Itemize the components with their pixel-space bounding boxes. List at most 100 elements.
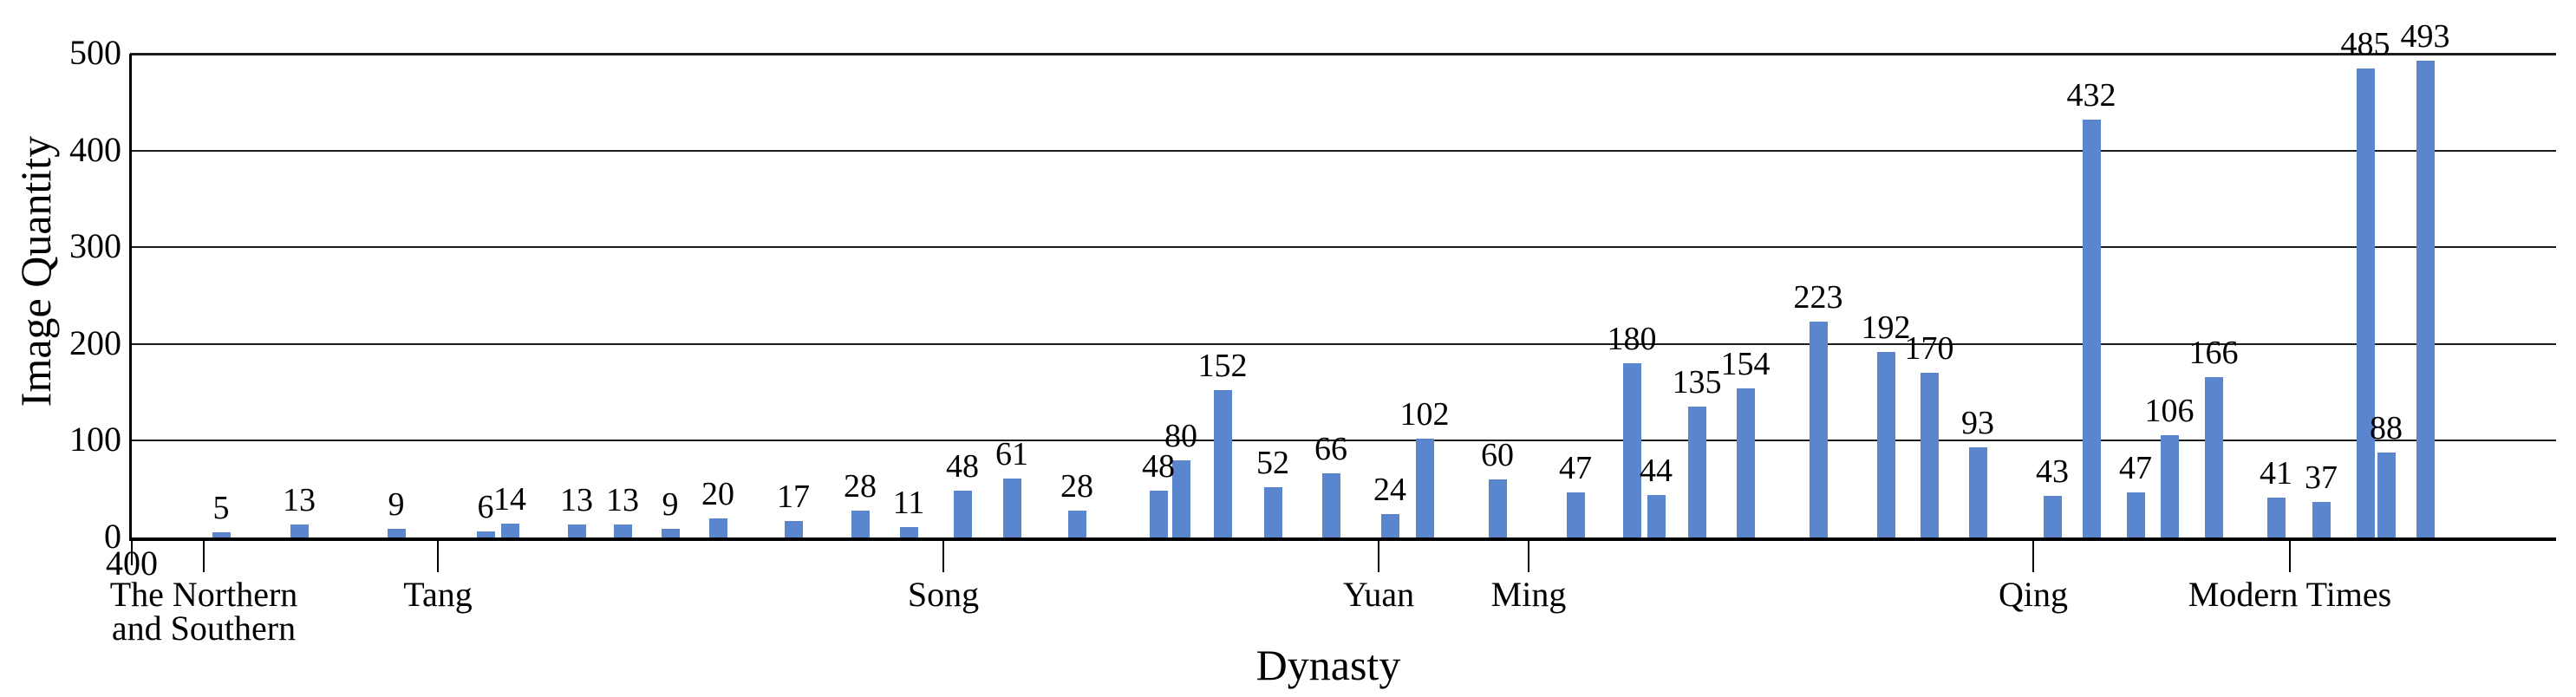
bar-39 <box>2356 68 2375 537</box>
bar-value-label-33: 432 <box>2066 77 2116 114</box>
bar-value-label-12: 48 <box>946 448 979 485</box>
bar-value-label-18: 52 <box>1256 445 1289 481</box>
bar-12 <box>953 491 972 537</box>
y-tick-label-0: 0 <box>104 517 121 556</box>
bar-19 <box>1321 473 1340 537</box>
x-tick-label-line: Ming <box>1490 575 1567 614</box>
bar-value-label-8: 20 <box>701 476 734 512</box>
bar-value-label-36: 166 <box>2188 335 2239 371</box>
bar-value-label-41: 493 <box>2400 18 2450 55</box>
bar-value-label-27: 154 <box>1720 346 1771 382</box>
bar-2 <box>387 529 406 537</box>
x-tick-label-line: The Northern <box>109 575 298 614</box>
bar-35 <box>2160 435 2179 537</box>
bar-value-label-35: 106 <box>2144 393 2194 429</box>
bar-37 <box>2266 498 2286 537</box>
x-tick-mark-0 <box>203 541 205 572</box>
bar-20 <box>1380 514 1399 537</box>
bar-41 <box>2416 61 2435 537</box>
bar-9 <box>784 521 803 537</box>
bar-value-label-26: 135 <box>1672 364 1722 401</box>
x-tick-mark-5 <box>2032 541 2034 572</box>
bar-value-label-16: 80 <box>1164 418 1197 454</box>
bar-value-label-11: 11 <box>892 485 925 521</box>
bar-6 <box>613 524 632 537</box>
bar-31 <box>1968 447 1987 537</box>
bar-22 <box>1488 479 1507 537</box>
bar-value-label-5: 13 <box>560 482 593 518</box>
y-tick-label-300: 300 <box>69 226 121 265</box>
bar-value-label-37: 41 <box>2260 455 2292 492</box>
bar-value-label-28: 223 <box>1793 279 1843 316</box>
bar-value-label-13: 61 <box>995 436 1028 472</box>
bar-18 <box>1263 487 1282 537</box>
bar-17 <box>1213 390 1232 537</box>
x-tick-label-line: Modern Times <box>2188 575 2392 614</box>
bar-value-label-19: 66 <box>1314 431 1347 467</box>
bar-value-label-0: 5 <box>212 490 230 526</box>
bar-0 <box>212 532 231 537</box>
bar-value-label-14: 28 <box>1060 468 1093 505</box>
bar-16 <box>1171 460 1190 537</box>
bar-10 <box>851 511 870 537</box>
bar-33 <box>2082 120 2101 537</box>
x-tick-mark-6 <box>2289 541 2291 572</box>
bar-value-label-2: 9 <box>388 486 405 523</box>
bar-38 <box>2312 502 2331 537</box>
x-tick-label-modern-times: Modern Times <box>2108 575 2472 614</box>
bar-30 <box>1920 373 1939 537</box>
y-axis-line <box>129 54 132 541</box>
y-tick-label-500: 500 <box>69 33 121 72</box>
bar-value-label-31: 93 <box>1961 405 1994 441</box>
x-tick-label-song: Song <box>761 575 1125 614</box>
bar-value-label-24: 180 <box>1607 321 1657 357</box>
bar-value-label-1: 13 <box>283 482 316 518</box>
bar-23 <box>1566 492 1585 537</box>
y-tick-label-100: 100 <box>69 420 121 459</box>
bar-value-label-4: 14 <box>493 481 526 518</box>
bar-value-label-6: 13 <box>606 482 639 518</box>
bar-36 <box>2204 377 2223 537</box>
bar-value-label-29: 192 <box>1861 309 1911 346</box>
bar-value-label-17: 152 <box>1197 348 1248 384</box>
x-tick-label-line: Tang <box>403 575 473 614</box>
bar-29 <box>1876 352 1895 537</box>
bar-value-label-39: 485 <box>2340 26 2390 62</box>
x-tick-label-the-northern-and-southern: The Northern and Southern <box>22 575 386 648</box>
x-tick-label-line: and Southern <box>111 609 297 648</box>
x-tick-label-yuan: Yuan <box>1197 575 1561 614</box>
bar-value-label-9: 17 <box>777 479 810 515</box>
bar-value-label-15: 48 <box>1142 448 1175 485</box>
bar-value-label-3: 6 <box>477 489 494 525</box>
bar-value-label-7: 9 <box>662 486 679 523</box>
bar-value-label-10: 28 <box>844 468 877 505</box>
bar-11 <box>899 527 918 537</box>
x-tick-label-line: Qing <box>1999 575 2068 614</box>
bar-value-label-20: 24 <box>1373 472 1406 508</box>
bar-1 <box>290 524 309 537</box>
x-tick-label-line: Yuan <box>1342 575 1415 614</box>
gridline-y-400 <box>130 149 2556 153</box>
bar-value-label-40: 88 <box>2370 410 2403 446</box>
bar-13 <box>1002 479 1021 537</box>
bar-15 <box>1149 491 1168 537</box>
bar-40 <box>2377 453 2396 537</box>
bar-34 <box>2126 492 2145 537</box>
bar-8 <box>708 518 727 537</box>
gridline-y-300 <box>130 246 2556 248</box>
bar-21 <box>1415 439 1434 537</box>
gridline-y-500 <box>130 52 2556 55</box>
bar-value-label-30: 170 <box>1904 330 1954 367</box>
bar-value-label-21: 102 <box>1399 396 1450 433</box>
bar-value-label-22: 60 <box>1481 437 1514 473</box>
bar-value-label-38: 37 <box>2305 459 2338 496</box>
x-tick-label-qing: Qing <box>1851 575 2215 614</box>
y-tick-label-200: 200 <box>69 323 121 362</box>
y-tick-label-400: 400 <box>69 130 121 169</box>
bar-4 <box>500 524 519 537</box>
bar-value-label-34: 47 <box>2119 450 2152 486</box>
bar-7 <box>661 529 680 537</box>
x-tick-label-line: Song <box>907 575 980 614</box>
x-tick-mark-origin <box>131 541 133 565</box>
